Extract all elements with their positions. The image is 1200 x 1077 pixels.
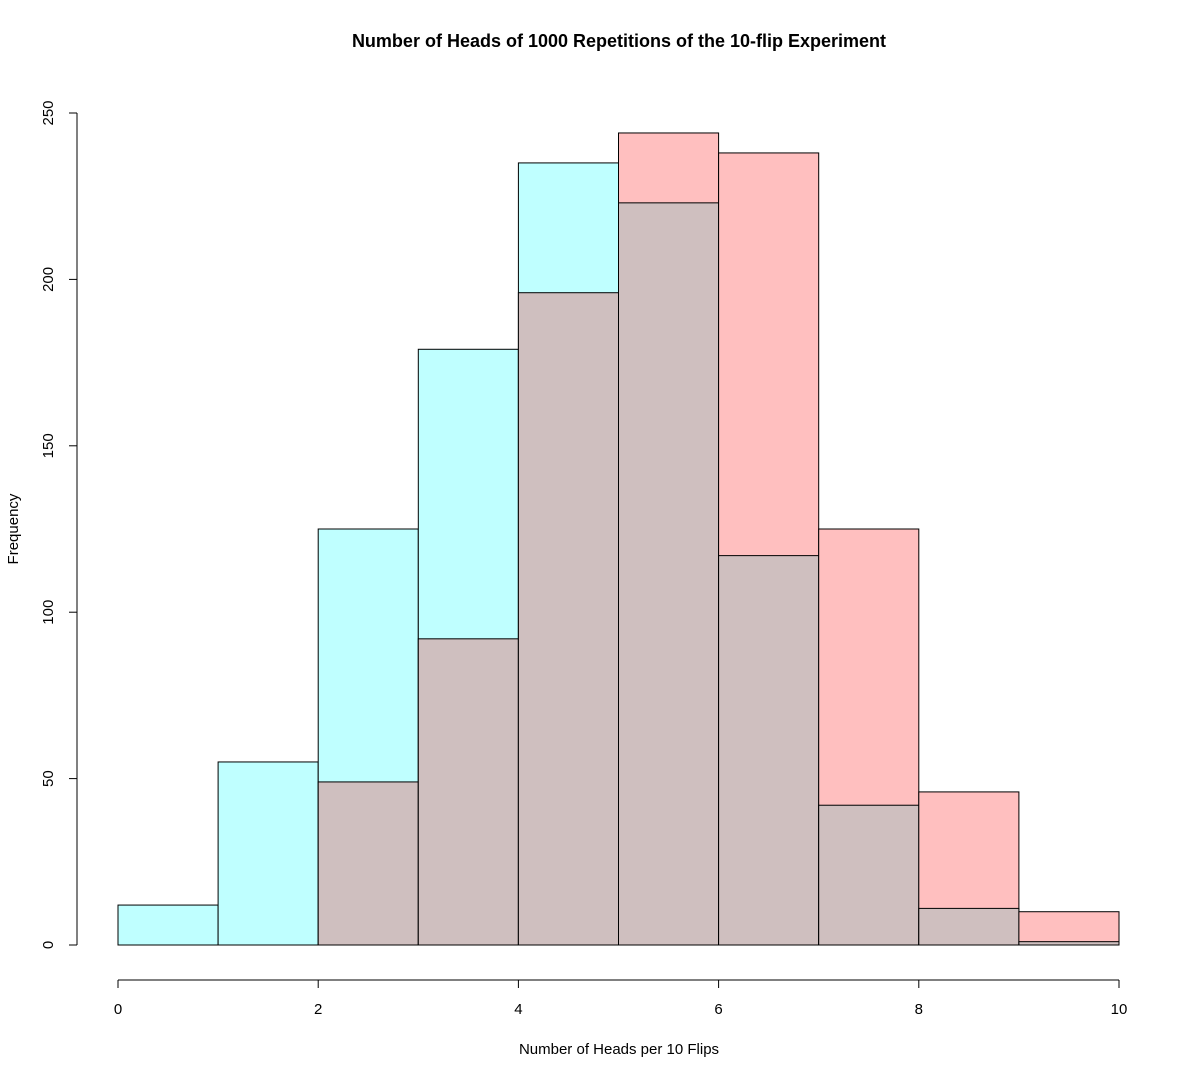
histogram-bar-series2-9 bbox=[1018, 911, 1120, 946]
histogram-bar-overlap-6 bbox=[718, 555, 820, 946]
y-tick-label: 150 bbox=[40, 433, 57, 458]
y-axis-label: Frequency bbox=[5, 493, 22, 564]
histogram-bar-overlap-9 bbox=[1018, 941, 1120, 946]
histogram-bar-overlap-7 bbox=[818, 804, 920, 946]
x-tick-label: 2 bbox=[314, 1001, 322, 1018]
bars-layer bbox=[117, 132, 1120, 946]
x-tick-label: 4 bbox=[514, 1001, 522, 1018]
x-tick-label: 0 bbox=[114, 1001, 122, 1018]
histogram-bar-overlap-8 bbox=[918, 907, 1020, 946]
y-axis: 0 50 100 150 200 250 bbox=[40, 100, 78, 949]
histogram-bar-series1-1 bbox=[217, 761, 319, 946]
y-tick-label: 200 bbox=[40, 267, 57, 292]
histogram-bar-overlap-3 bbox=[417, 638, 519, 946]
y-tick-label: 250 bbox=[40, 100, 57, 125]
x-tick-label: 10 bbox=[1111, 1001, 1128, 1018]
histogram-bar-overlap-5 bbox=[618, 202, 720, 946]
x-axis: 0 2 4 6 8 10 bbox=[114, 979, 1128, 1018]
y-tick-label: 100 bbox=[40, 600, 57, 625]
x-axis-label: Number of Heads per 10 Flips bbox=[519, 1041, 719, 1058]
histogram-bar-series1-0 bbox=[117, 904, 219, 946]
y-tick-label: 0 bbox=[40, 941, 57, 949]
histogram-bar-overlap-4 bbox=[517, 292, 620, 946]
chart-title: Number of Heads of 1000 Repetitions of t… bbox=[352, 31, 886, 51]
histogram-bar-overlap-2 bbox=[317, 781, 419, 946]
y-tick-label: 50 bbox=[40, 770, 57, 787]
x-tick-label: 6 bbox=[714, 1001, 722, 1018]
x-tick-label: 8 bbox=[915, 1001, 923, 1018]
